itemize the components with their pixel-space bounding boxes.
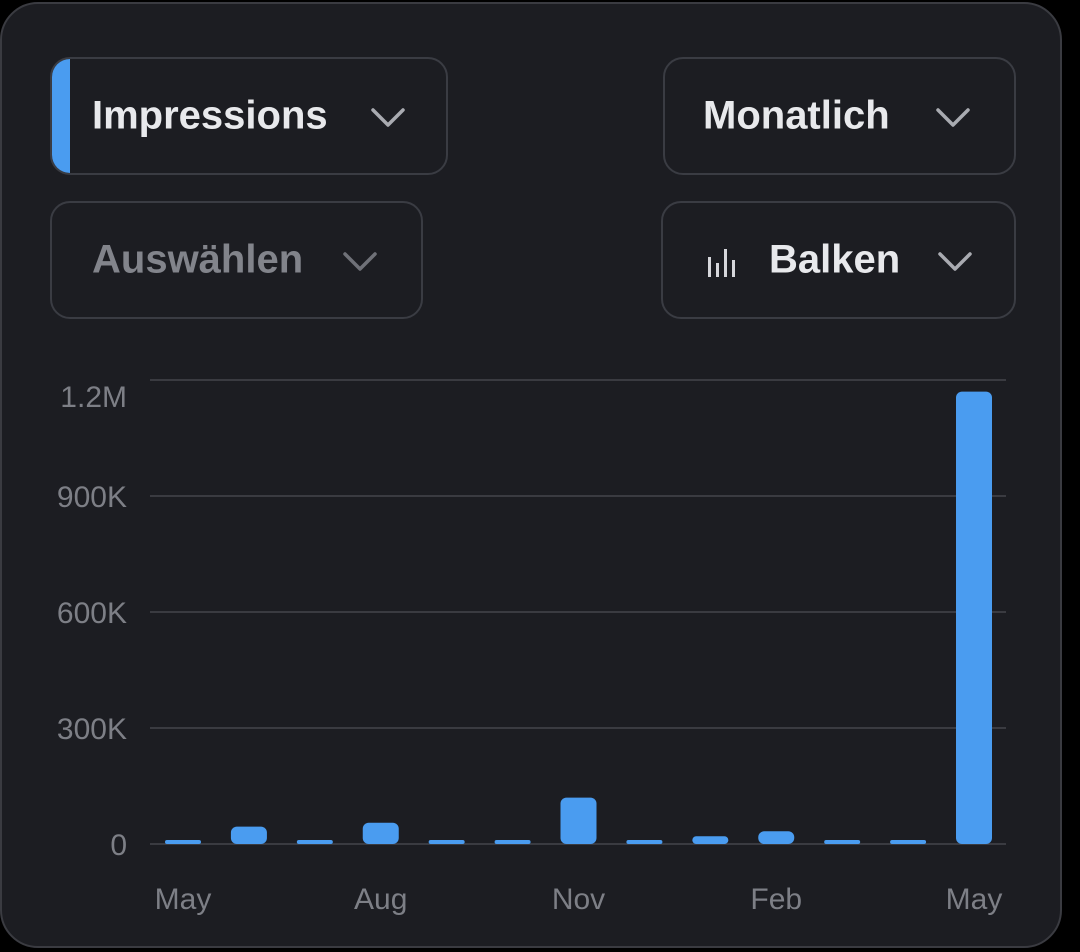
comparison-select-dropdown[interactable]: Auswählen	[50, 201, 423, 319]
chevron-down-icon	[371, 108, 405, 127]
select-dropdown-label: Auswählen	[92, 237, 304, 282]
period-dropdown[interactable]: Monatlich	[663, 57, 1016, 175]
metric-dropdown-label: Impressions	[92, 93, 328, 138]
metric-color-indicator	[52, 59, 70, 173]
chevron-down-icon	[936, 108, 970, 127]
metric-dropdown[interactable]: Impressions	[50, 57, 448, 175]
period-dropdown-label: Monatlich	[703, 93, 890, 138]
bar-chart-icon	[708, 249, 735, 277]
chevron-down-icon	[343, 252, 377, 271]
analytics-card: Impressions Monatlich Auswählen Balken	[0, 2, 1062, 948]
chart-type-dropdown[interactable]: Balken	[661, 201, 1016, 319]
chevron-down-icon	[938, 252, 972, 271]
chart-type-dropdown-label: Balken	[769, 237, 901, 282]
